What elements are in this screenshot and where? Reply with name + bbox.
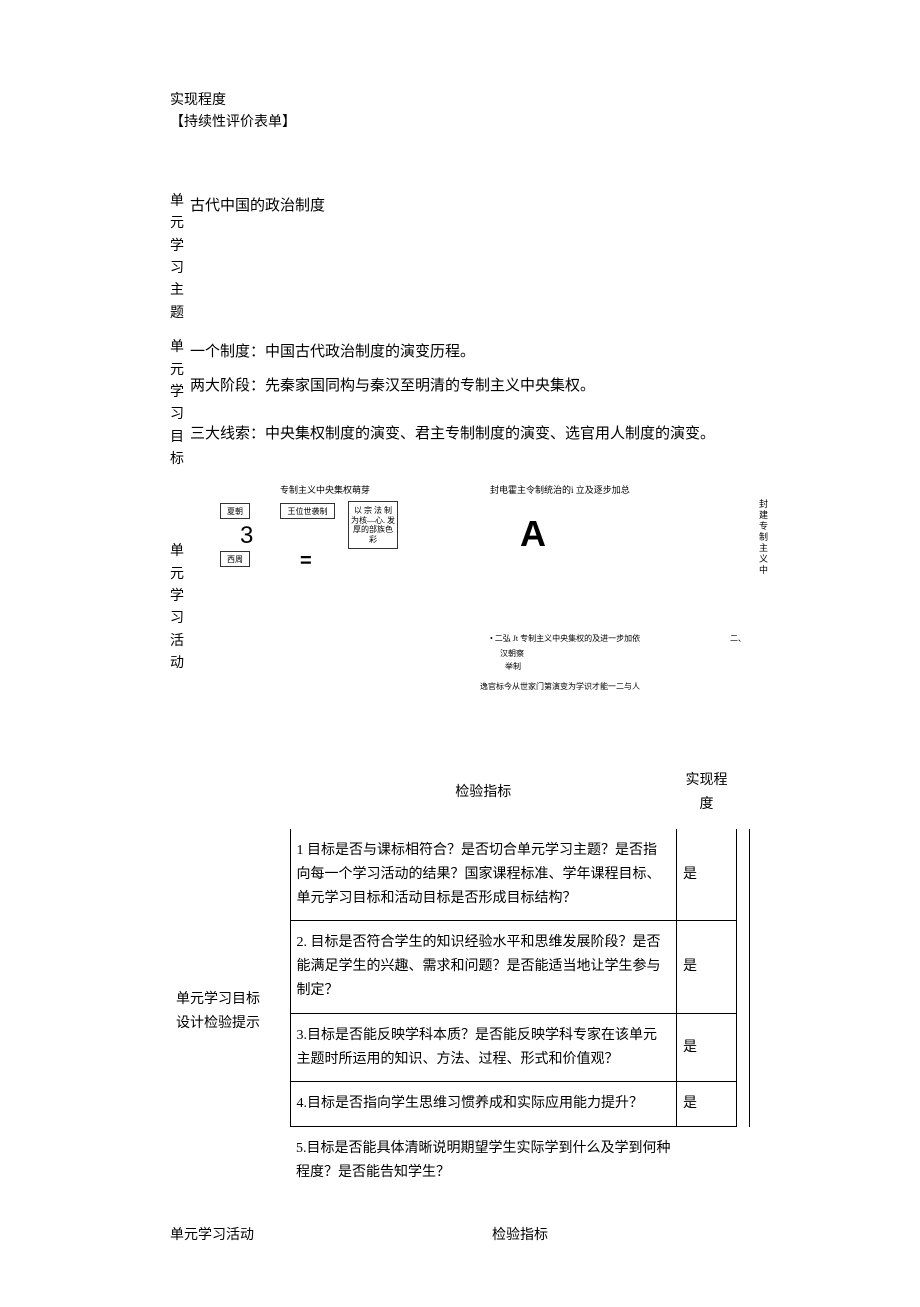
dia-vertical-right: 封建专制主义中: [756, 499, 770, 576]
header-line-2: 【持续性评价表单】: [170, 112, 750, 134]
dia-sub3: 举制: [505, 661, 521, 674]
check-header-criteria: 检验指标: [290, 759, 677, 829]
bottom-row: 单元学习活动 检验指标: [170, 1225, 750, 1247]
check-result-2: 是: [677, 921, 737, 1013]
check-result-5: [677, 1127, 737, 1195]
check-header-pad: [737, 759, 750, 829]
check-row-1: 单元学习目标 设计检验提示 1 目标是否与课标相符合？是否切合单元学习主题？是否…: [170, 829, 750, 921]
dia-equal: =: [300, 545, 312, 577]
goal-p1: 一个制度：中国古代政治制度的演变历程。: [190, 337, 750, 367]
check-result-1: 是: [677, 829, 737, 921]
dia-caption-left: 专制主义中央集权萌芽: [280, 483, 370, 497]
info-table: 单元学习主题 古代中国的政治制度 单元学习目标 一个制度：中国古代政治制度的演变…: [170, 185, 750, 740]
check-header-row: 检验指标 实现程度: [170, 759, 750, 829]
goal-content: 一个制度：中国古代政治制度的演变历程。 两大阶段：先秦家国同构与秦汉至明清的专制…: [190, 331, 750, 477]
dia-box-xizhou: 西周: [220, 551, 250, 567]
goal-label: 单元学习目标: [170, 331, 190, 477]
check-header-result: 实现程度: [677, 759, 737, 829]
check-criteria-3: 3.目标是否能反映学科本质？是否能反映学科专家在该单元主题时所运用的知识、方法、…: [290, 1013, 677, 1082]
header-block: 实现程度 【持续性评价表单】: [170, 90, 750, 135]
bottom-center: 检验指标: [290, 1225, 750, 1247]
header-line-1: 实现程度: [170, 90, 750, 112]
dia-num-3: 3: [240, 517, 253, 555]
theme-label: 单元学习主题: [170, 185, 190, 331]
check-criteria-1: 1 目标是否与课标相符合？是否切合单元学习主题？是否指向每一个学习活动的结果？国…: [290, 829, 677, 921]
check-section-label: 单元学习目标 设计检验提示: [170, 829, 290, 1195]
check-criteria-2: 2. 目标是否符合学生的知识经验水平和思维发展阶段？是否能满足学生的兴趣、需求和…: [290, 921, 677, 1013]
check-result-3: 是: [677, 1013, 737, 1082]
dia-caption-right: 封电霍主令制统治的i 立及逐步加总: [490, 483, 630, 497]
check-criteria-5: 5.目标是否能具体清晰说明期望学生实际学到什么及学到何种程度？是否能告知学生？: [290, 1127, 677, 1195]
check-criteria-4: 4.目标是否指向学生思维习惯养成和实际应用能力提升？: [290, 1082, 677, 1127]
theme-value: 古代中国的政治制度: [190, 185, 750, 331]
check-result-4: 是: [677, 1082, 737, 1127]
dia-sub2: 汉朝察: [500, 648, 524, 661]
dia-sub1: • 二弘 Jt 专制主义中央集权的及进一步加依: [490, 633, 640, 646]
goal-p2: 两大阶段：先秦家国同构与秦汉至明清的专制主义中央集权。: [190, 371, 750, 401]
check-table: 检验指标 实现程度 单元学习目标 设计检验提示 1 目标是否与课标相符合？是否切…: [170, 759, 750, 1194]
dia-letter-a: A: [520, 505, 546, 563]
diagram-area: 专制主义中央集权萌芽 封电霍主令制统治的i 立及逐步加总 夏朝 王位世袭制 以 …: [190, 483, 750, 733]
dia-sub-right: 二、: [730, 633, 746, 646]
dia-sub4: 逸官标今从世家门第演变为学识才能一二与人: [480, 681, 640, 694]
activity-label: 单元学习活动: [170, 477, 190, 739]
check-header-blank: [170, 759, 290, 829]
dia-box-zong: 以 宗 法 制为核—心. 发厚的部族色彩: [348, 501, 398, 549]
dia-box-wang: 王位世袭制: [280, 503, 335, 519]
goal-p3: 三大线索：中央集权制度的演变、君主专制制度的演变、选官用人制度的演变。: [190, 419, 750, 449]
activity-content: 专制主义中央集权萌芽 封电霍主令制统治的i 立及逐步加总 夏朝 王位世袭制 以 …: [190, 477, 750, 739]
bottom-label: 单元学习活动: [170, 1225, 290, 1247]
